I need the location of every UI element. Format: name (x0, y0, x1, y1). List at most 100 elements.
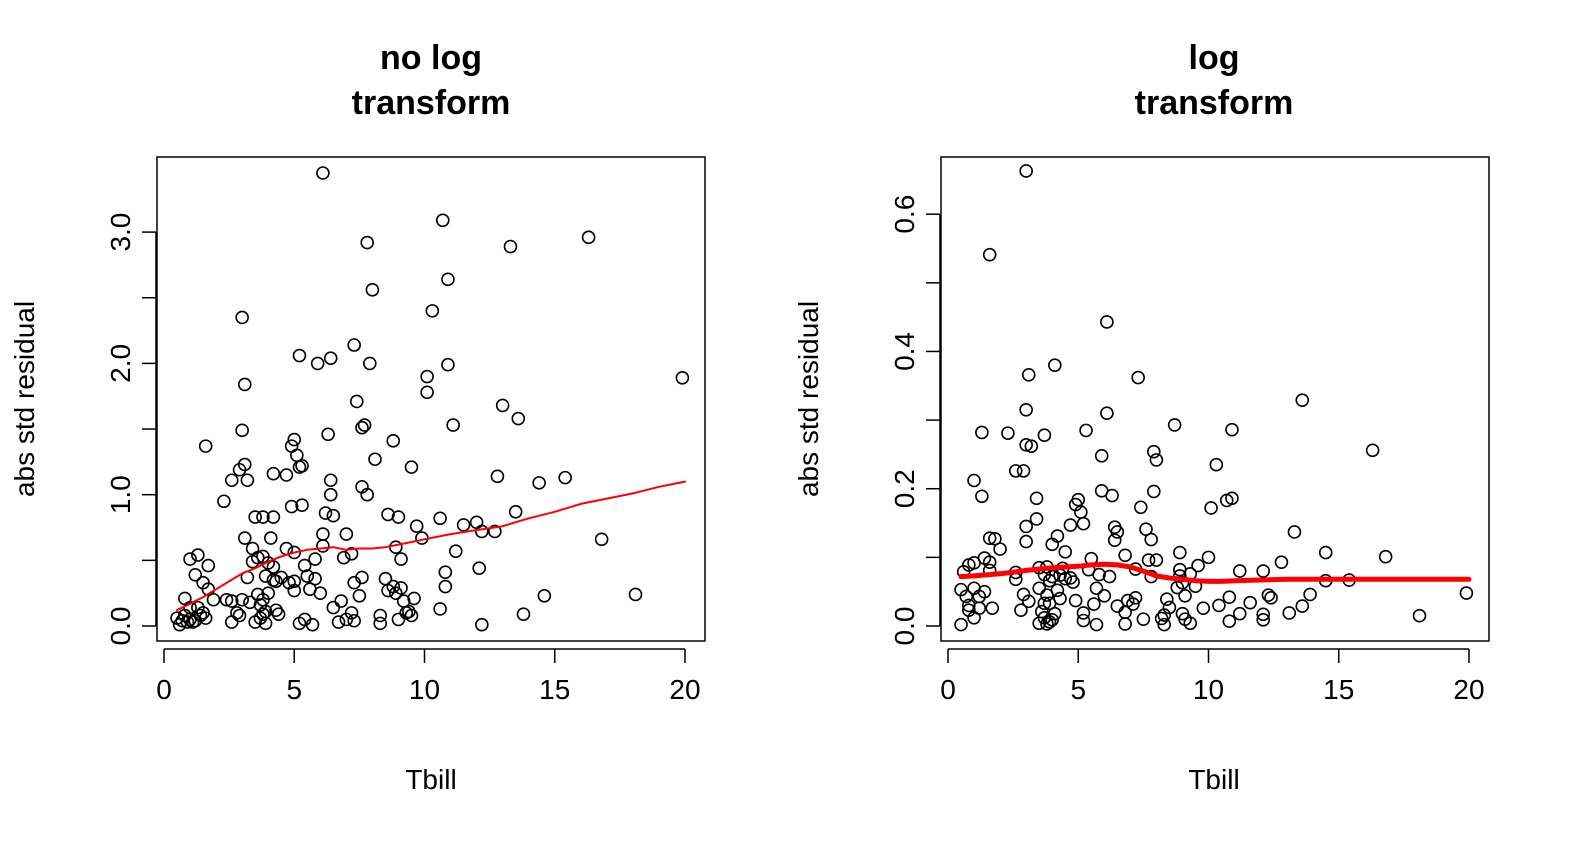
data-point (245, 541, 260, 556)
data-point (1118, 548, 1132, 563)
data-point (1256, 564, 1271, 578)
data-point (1063, 518, 1078, 532)
data-point (967, 610, 981, 625)
data-point (287, 545, 302, 560)
data-point (1029, 512, 1044, 526)
data-point (433, 602, 447, 616)
data-point (1032, 616, 1046, 631)
data-point (438, 579, 453, 594)
data-point (323, 351, 338, 365)
data-point (495, 398, 510, 413)
data-point (1037, 428, 1052, 442)
data-point (1040, 588, 1054, 602)
data-point (266, 510, 281, 524)
data-point (352, 588, 367, 603)
data-point (1107, 533, 1122, 548)
data-point (284, 499, 299, 514)
data-point (323, 473, 338, 488)
data-point (1131, 370, 1145, 385)
data-point (344, 546, 359, 561)
data-point (1089, 617, 1104, 632)
data-point (297, 558, 312, 573)
data-point (269, 603, 283, 618)
data-point (1019, 534, 1033, 549)
data-point (308, 571, 322, 586)
data-point (1092, 567, 1106, 582)
data-point (1157, 608, 1172, 622)
data-point (1019, 402, 1033, 417)
data-point (438, 565, 453, 579)
data-point (1178, 588, 1192, 603)
y-tick-label: 2.0 (105, 344, 136, 383)
data-point (441, 272, 455, 287)
data-point (1100, 406, 1114, 421)
panel-log-transform: log transform 0 5 10 15 20 0.0 0.2 0.4 0.6 Tbil… (793, 39, 1490, 795)
data-point (1261, 588, 1276, 602)
data-point (1232, 564, 1247, 578)
data-point (201, 558, 216, 573)
data-point (448, 544, 463, 558)
data-point (420, 385, 434, 400)
data-point (1048, 358, 1062, 372)
data-point (1089, 581, 1104, 596)
data-point (1318, 545, 1333, 560)
data-point (1019, 519, 1033, 534)
data-point (1141, 553, 1156, 567)
data-point (1016, 464, 1031, 478)
y-axis: 0.0 0.2 0.4 0.6 (889, 195, 941, 646)
x-tick-label: 5 (286, 674, 302, 705)
data-point (217, 494, 231, 509)
data-point (295, 498, 309, 513)
data-point (232, 608, 247, 623)
smooth-curve (958, 561, 1472, 584)
data-point (245, 554, 260, 569)
data-point (982, 531, 997, 545)
data-point (628, 587, 643, 602)
data-point (271, 607, 286, 621)
data-point (1222, 590, 1237, 604)
data-point (1042, 615, 1057, 629)
y-tick-label: 0.0 (889, 607, 920, 646)
data-point (1019, 164, 1033, 178)
data-point (224, 473, 239, 488)
data-point (472, 561, 487, 576)
data-point (1173, 545, 1187, 560)
data-point (1076, 516, 1091, 531)
data-point (982, 247, 997, 262)
x-tick-label: 15 (1323, 674, 1354, 705)
data-point (1243, 595, 1257, 610)
data-point (347, 338, 361, 352)
data-point (594, 532, 609, 547)
data-point (381, 583, 395, 598)
data-point (1274, 555, 1289, 569)
x-tick-label: 20 (669, 674, 700, 705)
x-tick-label: 10 (409, 674, 440, 705)
data-point (1087, 597, 1101, 611)
data-point (1045, 537, 1059, 552)
data-point (1256, 607, 1271, 622)
data-point (292, 348, 307, 363)
data-point (1058, 545, 1073, 559)
data-point (1042, 573, 1057, 588)
plot-frame (156, 156, 706, 642)
x-tick-label: 5 (1070, 674, 1086, 705)
data-point (183, 552, 197, 566)
plot-frame (940, 156, 1490, 642)
data-point (313, 586, 328, 600)
data-point (1149, 453, 1164, 467)
data-point (1014, 603, 1028, 618)
data-point (1149, 553, 1164, 567)
data-point (435, 213, 450, 228)
data-point (1133, 500, 1148, 515)
x-axis-label: Tbill (405, 764, 456, 795)
data-point (360, 235, 374, 250)
data-point (1110, 525, 1125, 539)
data-point (409, 519, 424, 534)
data-point (1459, 586, 1474, 600)
data-point (224, 615, 239, 629)
data-point (1295, 393, 1310, 407)
data-point (1154, 611, 1169, 626)
data-point (224, 594, 239, 608)
data-point (279, 468, 294, 482)
data-point (1146, 444, 1161, 459)
